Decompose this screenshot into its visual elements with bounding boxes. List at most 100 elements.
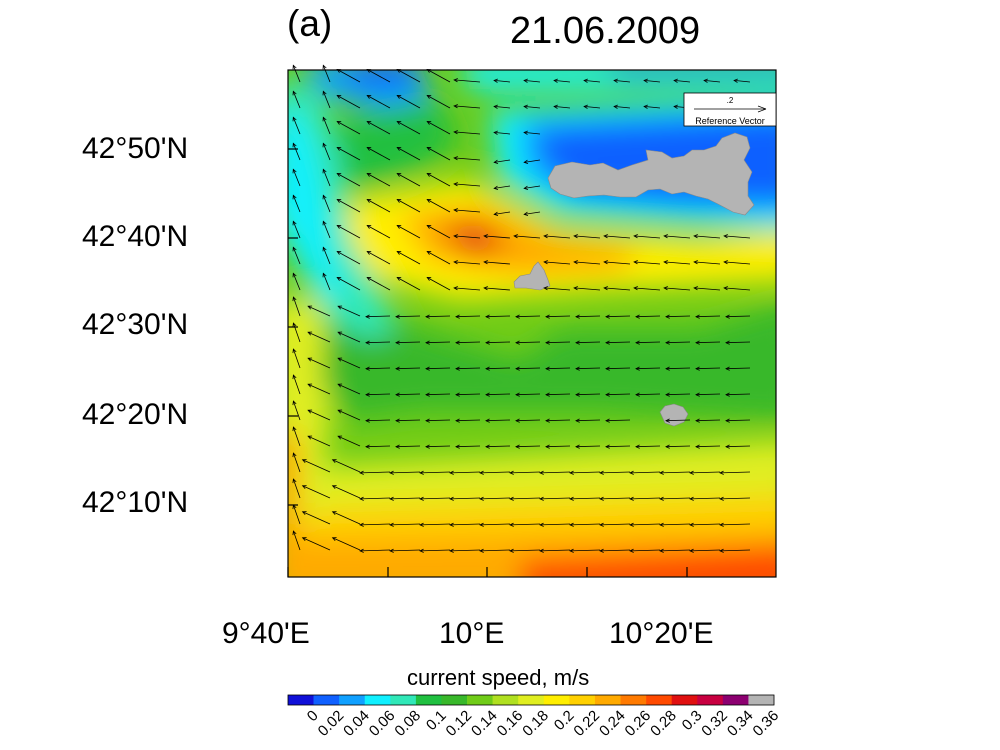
current-vector-head — [337, 305, 343, 310]
current-vector-head — [483, 260, 488, 265]
current-vector — [454, 157, 481, 161]
current-vector-head — [635, 444, 640, 449]
current-vector — [292, 247, 301, 265]
current-vector-head — [426, 173, 432, 177]
current-vector — [694, 287, 721, 291]
current-vector-head — [479, 548, 484, 553]
current-vector — [454, 105, 481, 109]
current-vector — [337, 251, 361, 265]
current-vector-head — [419, 470, 424, 475]
current-vector — [515, 367, 541, 370]
current-vector — [725, 445, 751, 448]
current-vector-head — [695, 314, 700, 319]
current-vector — [322, 247, 331, 265]
current-vector — [479, 523, 511, 526]
current-vector — [307, 383, 331, 395]
current-vector — [365, 393, 391, 396]
current-vector-head — [515, 444, 520, 449]
current-vector — [419, 471, 451, 474]
current-vector-head — [663, 286, 668, 291]
field-green-central — [320, 300, 776, 420]
current-vector — [485, 341, 511, 344]
current-vector-head — [605, 340, 610, 345]
current-vector — [292, 143, 301, 161]
current-vector — [599, 471, 631, 474]
current-vector-head — [659, 522, 664, 527]
current-vector-head — [515, 392, 520, 397]
current-vector-head — [365, 366, 370, 371]
current-vector — [337, 305, 361, 317]
current-vector-head — [509, 496, 514, 501]
current-vector — [664, 261, 691, 265]
current-vector — [293, 400, 301, 421]
current-vector — [694, 235, 721, 239]
current-vector-head — [336, 225, 342, 229]
current-vector-head — [545, 366, 550, 371]
current-vector-head — [599, 470, 604, 475]
current-vector — [365, 341, 391, 344]
current-vector — [292, 65, 301, 83]
colorbar: 00.020.040.060.080.10.120.140.160.180.20… — [287, 694, 782, 740]
current-vector-head — [695, 392, 700, 397]
current-vector-head — [553, 78, 558, 83]
current-vector — [449, 497, 481, 500]
current-vector-head — [366, 251, 372, 255]
current-vector-head — [292, 64, 297, 70]
current-vector-head — [689, 496, 694, 501]
current-vector — [455, 419, 481, 422]
current-vector — [427, 69, 451, 83]
current-vector-head — [359, 522, 364, 527]
current-vector-head — [337, 383, 343, 388]
current-vector — [454, 287, 481, 291]
current-vector — [695, 445, 721, 448]
current-vector — [694, 261, 721, 265]
current-vector — [725, 315, 751, 318]
current-vector-head — [337, 435, 343, 440]
current-vector — [509, 523, 541, 526]
current-vector-head — [366, 225, 372, 229]
current-vector — [395, 419, 421, 422]
current-vector-head — [365, 340, 370, 345]
current-vector — [337, 121, 361, 135]
current-vector — [689, 497, 721, 500]
colorbar-tick-label: 0.24 — [596, 707, 629, 740]
current-vector — [695, 315, 721, 318]
current-vector-head — [449, 548, 454, 553]
current-vector — [524, 159, 541, 163]
current-vector — [674, 80, 691, 83]
current-vector-head — [453, 182, 458, 187]
colorbar-tick-label: 0.12 — [443, 707, 476, 740]
current-vector-head — [292, 116, 297, 122]
current-vector — [494, 211, 511, 215]
current-vector — [724, 287, 751, 291]
current-vector — [509, 497, 541, 500]
current-vector-head — [395, 392, 400, 397]
current-vector — [494, 80, 511, 83]
current-vector — [635, 393, 661, 396]
current-vector-head — [509, 548, 514, 553]
current-vector-head — [396, 121, 402, 125]
current-vector-head — [509, 522, 514, 527]
current-vector-head — [545, 418, 550, 423]
current-vector — [575, 419, 601, 422]
current-vector — [454, 79, 481, 83]
current-vector — [322, 91, 331, 109]
current-vector — [419, 523, 451, 526]
colorbar-swatch — [594, 695, 621, 705]
current-vector-head — [292, 220, 297, 226]
colorbar-swatch — [364, 695, 391, 705]
current-vector — [629, 471, 661, 474]
current-vector-head — [389, 496, 394, 501]
current-vector — [545, 367, 571, 370]
current-vector — [365, 419, 391, 422]
current-vector-head — [336, 173, 342, 177]
current-vector — [337, 435, 361, 447]
current-vector-head — [483, 234, 488, 239]
current-vector-head — [419, 522, 424, 527]
current-vector-head — [485, 366, 490, 371]
current-vector — [427, 121, 451, 135]
current-vector-head — [453, 78, 458, 83]
current-vector — [635, 367, 661, 370]
current-vector-head — [633, 260, 638, 265]
current-vector — [455, 341, 481, 344]
